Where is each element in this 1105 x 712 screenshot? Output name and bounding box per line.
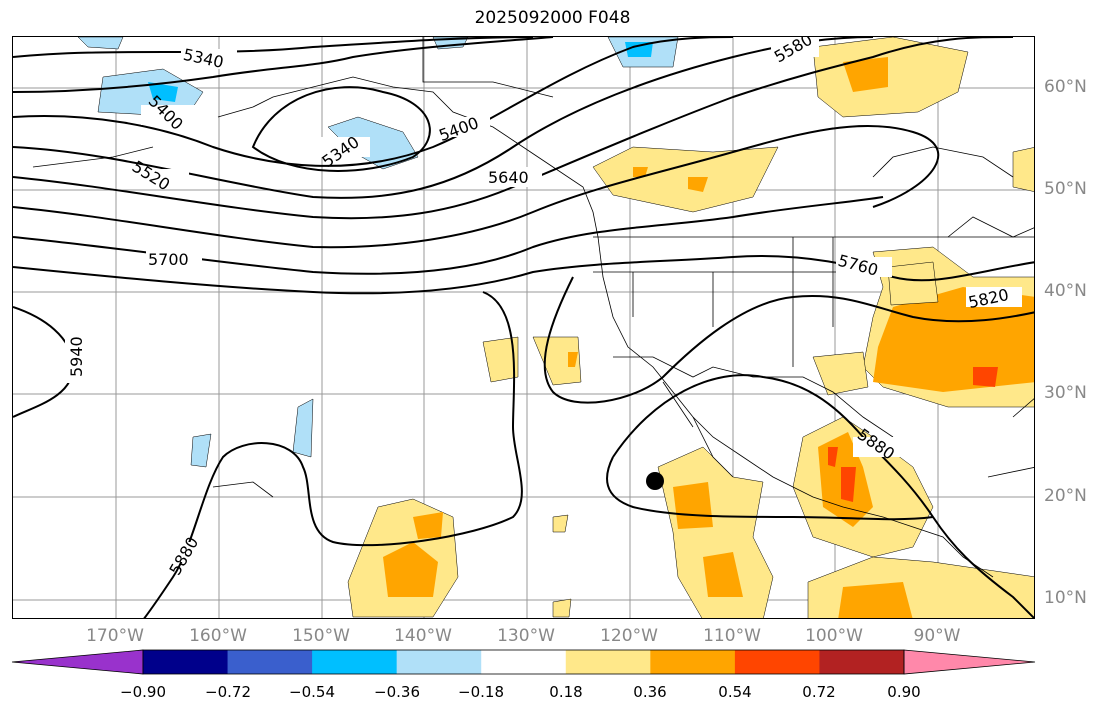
colorbar-segment xyxy=(565,650,651,674)
colorbar-extend-high xyxy=(903,649,1036,675)
lat-label: 30°N xyxy=(1044,383,1087,403)
lon-label: 130°W xyxy=(497,626,555,646)
colorbar-segment xyxy=(819,650,905,674)
contour-label: 5700 xyxy=(148,250,189,269)
lat-label: 40°N xyxy=(1044,281,1087,301)
colorbar-segment xyxy=(396,650,482,674)
colorbar-tick: −0.90 xyxy=(120,683,166,701)
lat-label: 50°N xyxy=(1044,179,1087,199)
lon-label: 160°W xyxy=(189,626,247,646)
colorbar-segment xyxy=(143,650,229,674)
colorbar-tick: 0.72 xyxy=(802,683,836,701)
lon-label: 90°W xyxy=(913,626,961,646)
lat-label: 10°N xyxy=(1044,588,1087,608)
colorbar-tick: −0.18 xyxy=(458,683,504,701)
lon-label: 140°W xyxy=(394,626,452,646)
coastlines xyxy=(32,37,1034,578)
colorbar-segment xyxy=(650,650,736,674)
colorbar-segment xyxy=(227,650,313,674)
lon-label: 120°W xyxy=(600,626,658,646)
colorbar-segment xyxy=(481,650,567,674)
contour-label: 5640 xyxy=(488,168,529,187)
colorbar-tick: −0.72 xyxy=(205,683,251,701)
contour-label: 5940 xyxy=(67,336,86,377)
colorbar-tick: 0.90 xyxy=(887,683,921,701)
lon-label: 170°W xyxy=(86,626,144,646)
map-panel: 5340 5340 5400 5400 5520 5580 5640 5700 … xyxy=(12,36,1035,619)
colorbar-tick: −0.36 xyxy=(374,683,420,701)
map-svg: 5340 5340 5400 5400 5520 5580 5640 5700 … xyxy=(13,37,1034,618)
colorbar-extend-low xyxy=(11,649,144,675)
lat-label: 60°N xyxy=(1044,77,1087,97)
colorbar-tick: −0.54 xyxy=(289,683,335,701)
lon-label: 100°W xyxy=(805,626,863,646)
colorbar-tick: 0.36 xyxy=(633,683,667,701)
storm-center-dot xyxy=(646,472,664,490)
colorbar-tick: 0.54 xyxy=(718,683,752,701)
lat-label: 20°N xyxy=(1044,486,1087,506)
colorbar-border xyxy=(142,649,905,675)
lon-label: 110°W xyxy=(703,626,761,646)
colorbar-tick: 0.18 xyxy=(549,683,583,701)
lon-label: 150°W xyxy=(292,626,350,646)
map-title: 2025092000 F048 xyxy=(474,8,631,28)
negative-anomaly-fill xyxy=(77,37,679,468)
contour-label-group: 5340 5340 5400 5400 5520 5580 5640 5700 … xyxy=(65,37,1022,578)
colorbar-segment xyxy=(734,650,820,674)
colorbar-segment xyxy=(312,650,398,674)
colorbar xyxy=(11,649,1036,675)
